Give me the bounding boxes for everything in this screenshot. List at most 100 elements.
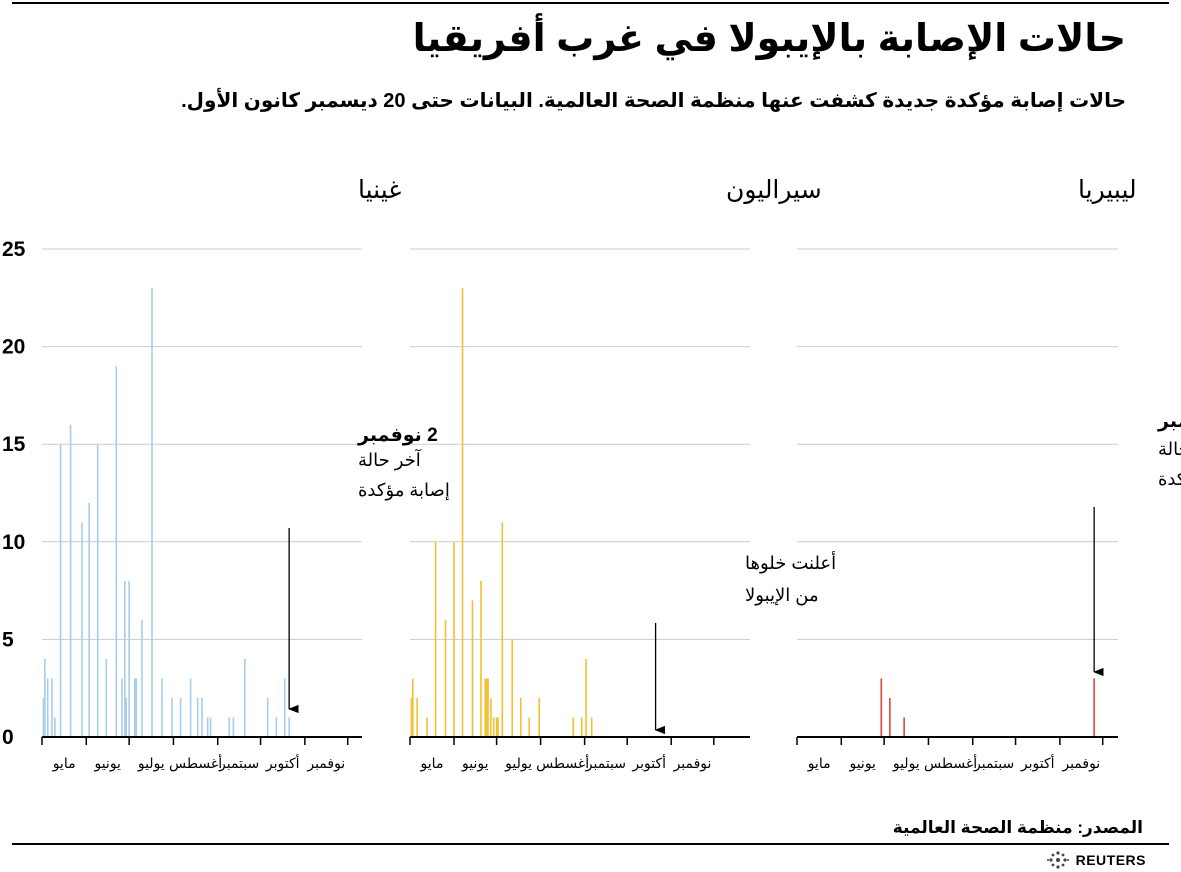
bar (105, 658, 108, 737)
bar (484, 678, 487, 737)
bar (124, 580, 126, 737)
bar (151, 288, 153, 737)
reuters-logo: REUTERS (1046, 850, 1146, 870)
bar (495, 717, 498, 737)
y-tick-label: 25 (2, 238, 26, 261)
bar (206, 717, 209, 737)
bar (228, 717, 230, 737)
x-tick-label: يونيو (461, 755, 489, 772)
bar (585, 658, 587, 737)
bar (232, 717, 235, 737)
x-tick-label: يونيو (848, 755, 876, 772)
bar (284, 678, 286, 737)
bar (141, 619, 143, 737)
bar (580, 717, 583, 737)
bar (590, 717, 593, 737)
bar (266, 697, 269, 737)
x-tick-label: نوفمبر (306, 755, 345, 772)
bar (96, 444, 99, 737)
bar (416, 697, 418, 737)
x-tick-label: أغسطس (169, 754, 222, 772)
x-tick-label: يوليو (504, 755, 532, 772)
bar (121, 678, 123, 737)
bottom-rule (12, 843, 1169, 845)
panel-title: غينيا (358, 176, 401, 204)
bar (288, 717, 290, 737)
bar (572, 717, 575, 737)
bar (412, 678, 414, 737)
bar (1093, 678, 1095, 737)
bar (196, 697, 199, 737)
bar (244, 658, 246, 737)
bar (51, 678, 53, 737)
x-tick-label: مايو (52, 755, 76, 772)
y-tick-label: 15 (2, 433, 26, 456)
chart-title: حالات الإصابة بالإيبولا في غرب أفريقيا (412, 18, 1126, 60)
x-tick-label: أغسطس (536, 754, 589, 772)
x-tick-label: أكتوبر (265, 754, 300, 772)
bar (125, 697, 128, 737)
x-tick-label: أكتوبر (631, 754, 666, 772)
bar (497, 717, 499, 737)
x-tick-label: مايو (420, 755, 444, 772)
bar (88, 502, 90, 737)
x-tick-label: يوليو (137, 755, 165, 772)
bar (128, 580, 130, 737)
bar (46, 678, 49, 737)
x-tick-label: سبتمبر (973, 755, 1014, 772)
bar (54, 717, 56, 737)
annotation-text: من الإيبولا (745, 585, 819, 606)
bar (511, 639, 514, 737)
bar (471, 600, 474, 737)
source-note: المصدر: منظمة الصحة العالمية (892, 818, 1143, 837)
x-tick-label: أكتوبر (1020, 754, 1055, 772)
bar (275, 717, 278, 737)
bar (501, 522, 504, 737)
bar (115, 366, 118, 737)
bar (485, 678, 488, 737)
annotation-text: أعلنت خلوها (745, 551, 836, 574)
x-tick-label: سبتمبر (218, 755, 259, 772)
bar (903, 717, 905, 737)
x-tick-label: سبتمبر (585, 755, 626, 772)
bar (134, 678, 136, 737)
bar (444, 619, 447, 737)
annotation-text: آخر حالة (1158, 437, 1181, 460)
y-tick-label: 10 (2, 531, 25, 554)
bar (42, 697, 45, 737)
x-tick-label: يونيو (93, 755, 121, 772)
reuters-logo-icon (1046, 851, 1069, 869)
bar (179, 697, 182, 737)
y-tick-label: 0 (2, 726, 14, 749)
bar (209, 717, 212, 737)
bar (434, 541, 437, 737)
bar (453, 541, 455, 737)
bar (519, 697, 522, 737)
chart-subtitle: حالات إصابة مؤكدة جديدة كشفت عنها منظمة … (181, 90, 1126, 112)
bar (492, 717, 495, 737)
bar (889, 697, 891, 737)
bar (461, 288, 464, 737)
bar (161, 678, 163, 737)
bar (490, 697, 492, 737)
y-tick-label: 20 (2, 336, 25, 359)
bar (59, 444, 62, 737)
bar (171, 697, 173, 737)
x-tick-label: نوفمبر (673, 755, 712, 772)
top-rule (12, 2, 1169, 4)
bar (189, 678, 192, 737)
bar (528, 717, 531, 737)
x-tick-label: نوفمبر (1061, 755, 1100, 772)
y-tick-label: 5 (2, 628, 14, 651)
bar (81, 522, 83, 737)
bar (44, 658, 46, 737)
x-tick-label: أغسطس (924, 754, 977, 772)
annotation-text: 2 نوفمبر (357, 425, 438, 446)
bar (135, 678, 138, 737)
bar (538, 697, 540, 737)
bar (69, 424, 72, 737)
bar (480, 580, 482, 737)
x-tick-label: يوليو (892, 755, 920, 772)
bar (410, 697, 413, 737)
bar (426, 717, 428, 737)
